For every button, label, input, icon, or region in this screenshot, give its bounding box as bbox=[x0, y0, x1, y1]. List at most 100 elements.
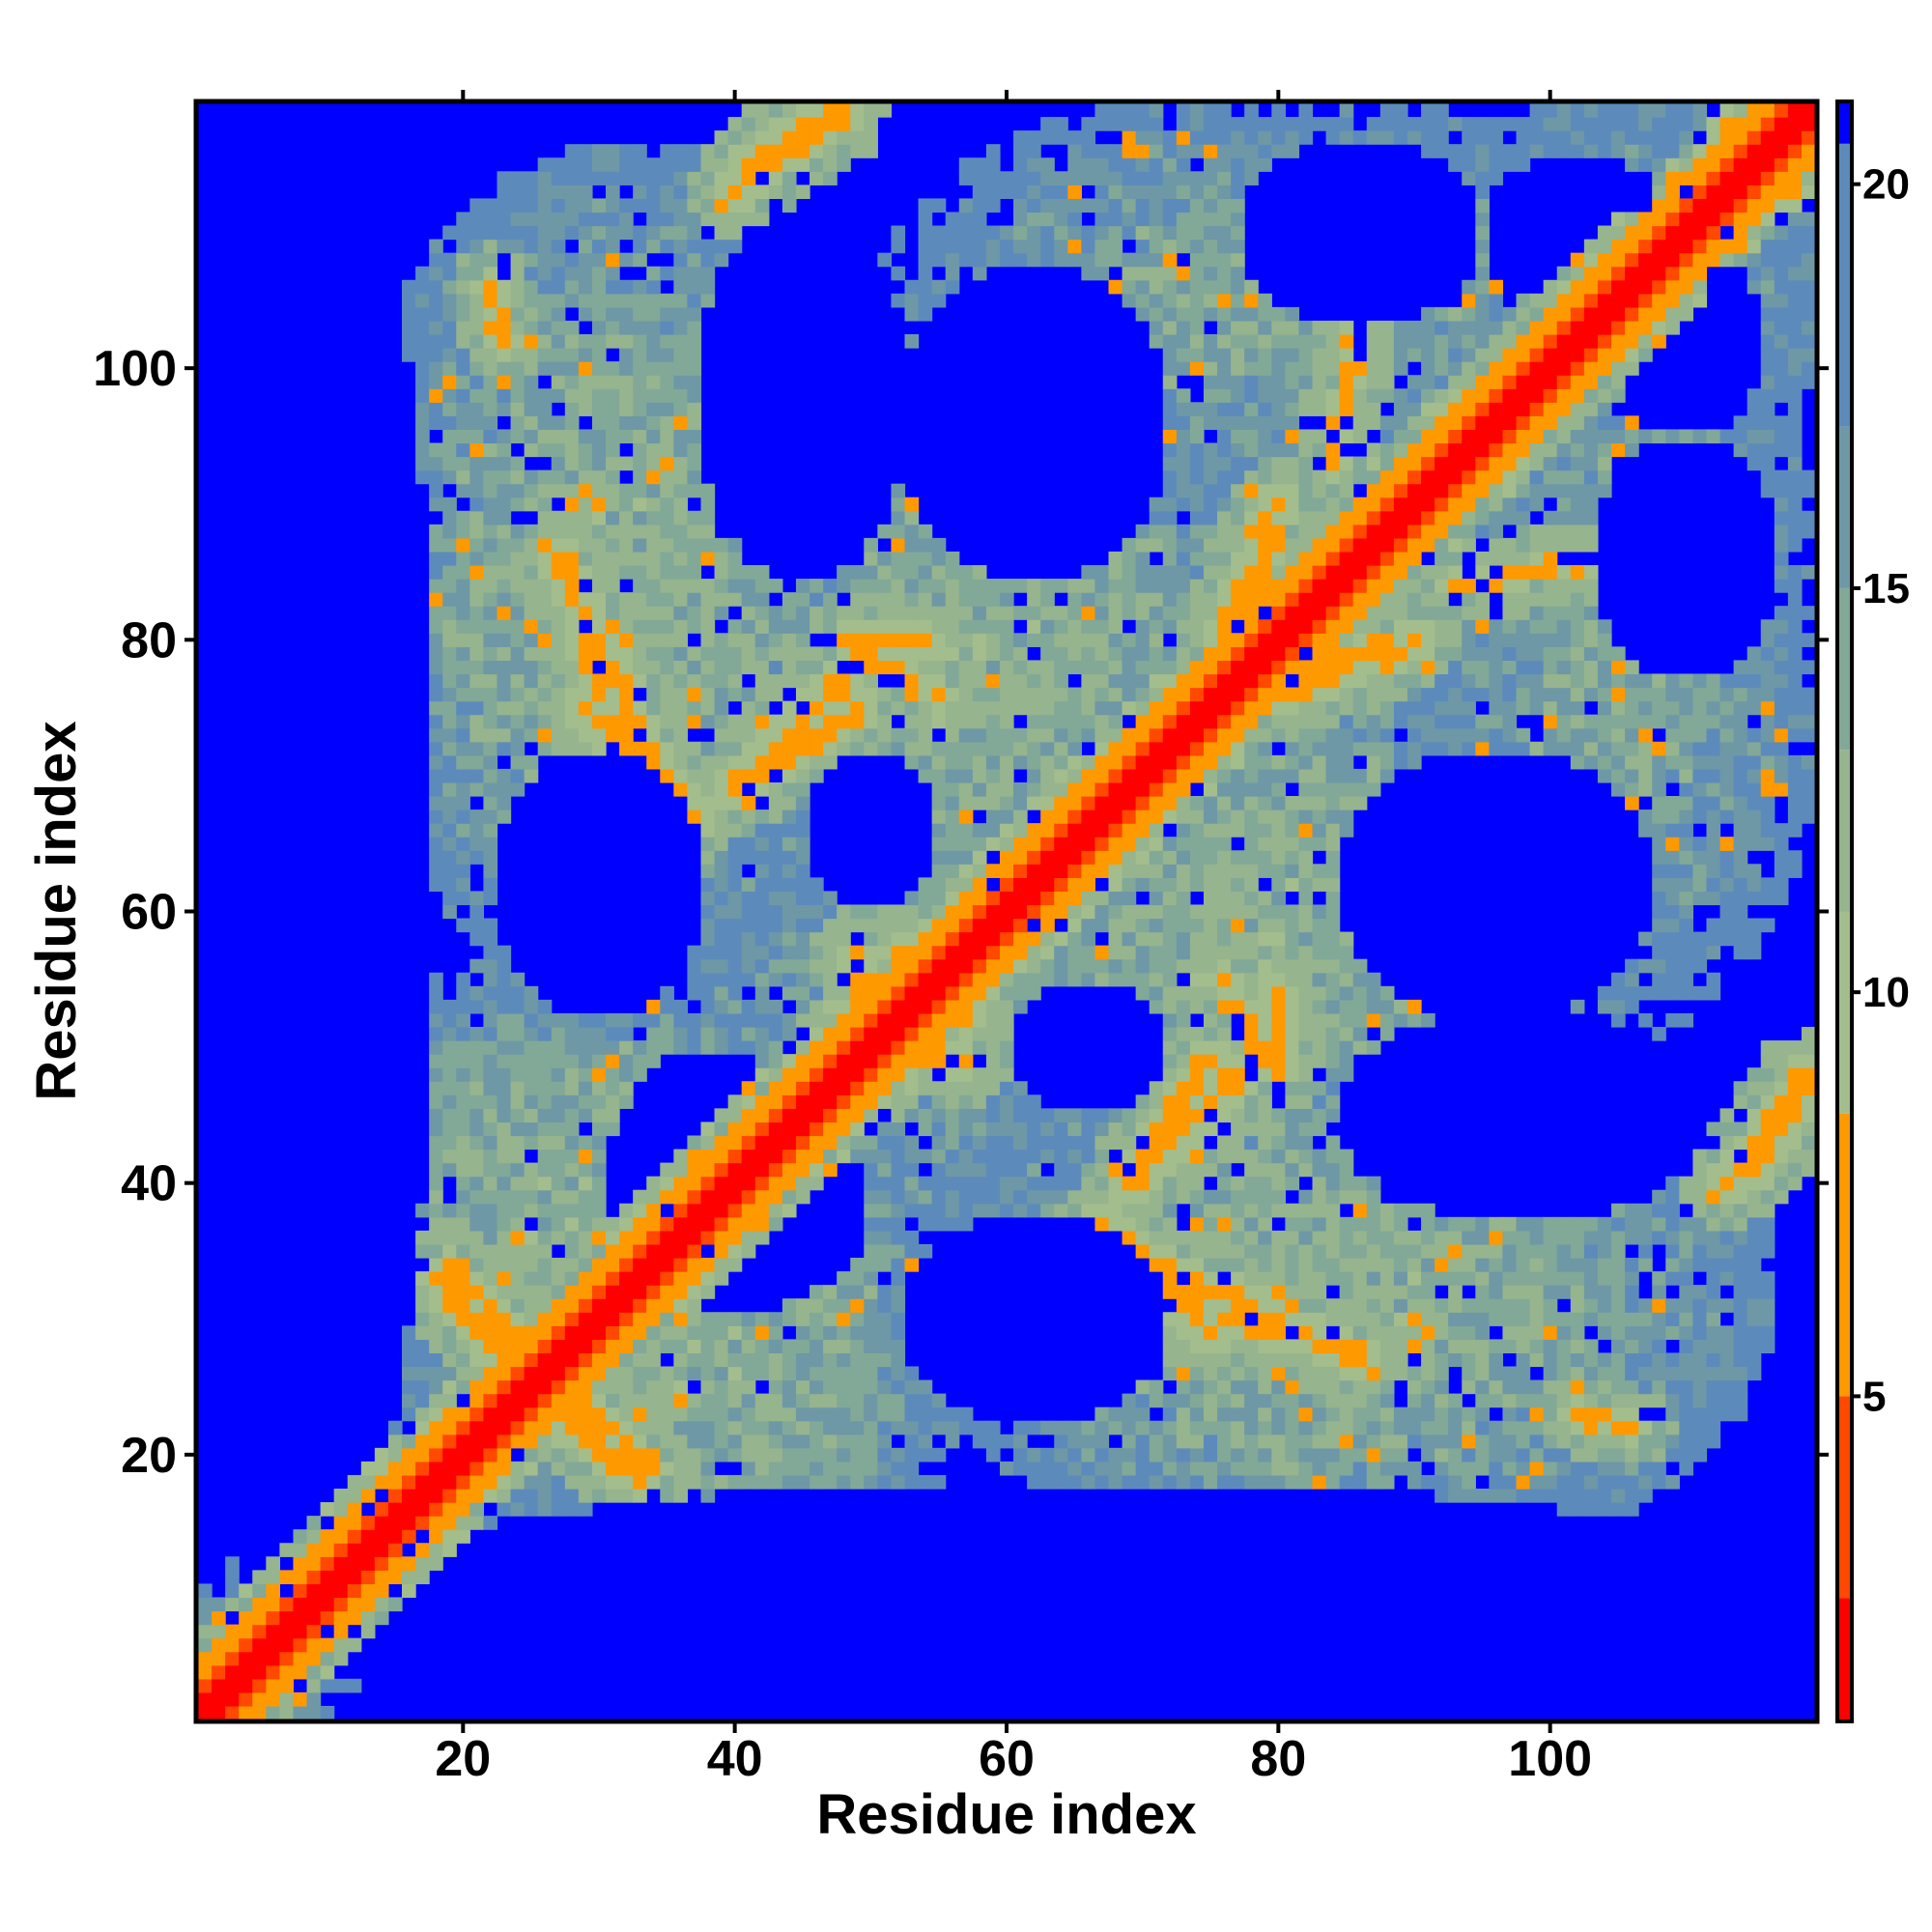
heatmap-cell bbox=[768, 904, 783, 920]
heatmap-cell bbox=[1081, 796, 1096, 810]
heatmap-cell bbox=[918, 904, 933, 920]
heatmap-cell bbox=[768, 1216, 783, 1232]
heatmap-cell bbox=[891, 483, 906, 498]
heatmap-cell bbox=[1067, 891, 1082, 906]
heatmap-cell bbox=[619, 1230, 634, 1245]
heatmap-cell bbox=[537, 1135, 553, 1151]
heatmap-cell bbox=[687, 334, 702, 349]
heatmap-cell bbox=[714, 537, 729, 553]
heatmap-cell bbox=[1258, 864, 1272, 878]
heatmap-cell bbox=[985, 1135, 1001, 1151]
heatmap-cell bbox=[877, 1203, 893, 1218]
heatmap-cell bbox=[864, 1434, 878, 1449]
heatmap-cell bbox=[1203, 985, 1218, 1001]
heatmap-cell bbox=[1054, 130, 1068, 145]
heatmap-cell bbox=[931, 1393, 947, 1408]
heatmap-cell bbox=[429, 823, 443, 838]
heatmap-cell bbox=[823, 144, 838, 158]
heatmap-cell bbox=[687, 1189, 702, 1205]
heatmap-cell bbox=[700, 1027, 716, 1041]
heatmap-cell bbox=[837, 931, 851, 947]
heatmap-cell bbox=[1189, 714, 1205, 729]
heatmap-cell bbox=[1189, 103, 1205, 118]
heatmap-cell bbox=[429, 810, 443, 824]
heatmap-cell bbox=[483, 823, 498, 838]
heatmap-cell bbox=[1149, 212, 1164, 227]
heatmap-cell bbox=[904, 293, 920, 308]
heatmap-cell bbox=[524, 660, 539, 675]
heatmap-cell bbox=[1013, 904, 1028, 920]
heatmap-cell bbox=[741, 579, 756, 593]
heatmap-cell bbox=[456, 1108, 470, 1123]
heatmap-cell bbox=[700, 877, 716, 893]
heatmap-cell bbox=[564, 1285, 580, 1299]
heatmap-cell bbox=[537, 198, 553, 213]
heatmap-cell bbox=[497, 579, 512, 593]
heatmap-cell bbox=[591, 551, 607, 566]
heatmap-cell bbox=[1217, 293, 1232, 308]
heatmap-cell bbox=[904, 918, 920, 933]
heatmap-cell bbox=[891, 1285, 906, 1299]
heatmap-cell bbox=[252, 1624, 267, 1639]
heatmap-cell bbox=[958, 565, 974, 580]
heatmap-cell bbox=[1149, 918, 1164, 933]
heatmap-cell bbox=[1067, 877, 1082, 893]
heatmap-cell bbox=[754, 1366, 770, 1381]
heatmap-cell bbox=[333, 1502, 349, 1517]
heatmap-cell bbox=[958, 1149, 974, 1164]
heatmap-cell bbox=[1285, 1298, 1300, 1313]
heatmap-cell bbox=[700, 497, 716, 512]
heatmap-cell bbox=[1122, 727, 1137, 743]
heatmap-cell bbox=[1027, 754, 1041, 770]
heatmap-cell bbox=[537, 714, 553, 729]
heatmap-cell bbox=[1217, 1230, 1232, 1245]
heatmap-cell bbox=[985, 1203, 1001, 1218]
heatmap-cell bbox=[1258, 510, 1272, 526]
heatmap-cell bbox=[1325, 1434, 1341, 1449]
heatmap-cell bbox=[1244, 700, 1259, 716]
heatmap-cell bbox=[714, 768, 729, 783]
heatmap-cell bbox=[850, 1379, 865, 1395]
heatmap-cell bbox=[1013, 225, 1028, 241]
heatmap-cell bbox=[1122, 918, 1137, 933]
heatmap-cell bbox=[1244, 415, 1259, 431]
heatmap-cell bbox=[429, 619, 443, 634]
heatmap-cell bbox=[524, 1461, 539, 1476]
heatmap-cell bbox=[429, 1379, 443, 1395]
heatmap-cell bbox=[700, 524, 716, 539]
heatmap-cell bbox=[768, 1027, 783, 1041]
heatmap-cell bbox=[1013, 1122, 1028, 1137]
heatmap-cell bbox=[1081, 891, 1096, 906]
heatmap-cell bbox=[754, 1447, 770, 1463]
heatmap-cell bbox=[1176, 687, 1191, 702]
heatmap-cell bbox=[1231, 673, 1245, 689]
heatmap-cell bbox=[1203, 1012, 1218, 1028]
heatmap-cell bbox=[1231, 442, 1245, 458]
heatmap-cell bbox=[1040, 579, 1055, 593]
heatmap-cell bbox=[1189, 402, 1205, 416]
heatmap-cell bbox=[1040, 130, 1055, 145]
heatmap-cell bbox=[347, 1556, 362, 1571]
heatmap-cell bbox=[727, 741, 743, 756]
heatmap-cell bbox=[415, 1393, 430, 1408]
heatmap-cell bbox=[564, 1298, 580, 1313]
heatmap-cell bbox=[469, 1516, 485, 1530]
heatmap-cell bbox=[795, 1339, 810, 1354]
heatmap-cell bbox=[1176, 1122, 1191, 1137]
heatmap-cell bbox=[564, 727, 580, 743]
heatmap-cell bbox=[727, 1149, 743, 1164]
heatmap-cell bbox=[1176, 1366, 1191, 1381]
heatmap-cell bbox=[1149, 157, 1164, 172]
heatmap-cell bbox=[578, 1434, 593, 1449]
heatmap-cell bbox=[727, 1312, 743, 1326]
heatmap-cell bbox=[1271, 1366, 1286, 1381]
heatmap-cell bbox=[891, 1027, 906, 1041]
heatmap-cell bbox=[510, 348, 526, 362]
heatmap-cell bbox=[293, 1597, 308, 1612]
heatmap-cell bbox=[823, 171, 838, 185]
heatmap-cell bbox=[687, 225, 702, 241]
heatmap-cell bbox=[918, 1189, 933, 1205]
heatmap-cell bbox=[1189, 619, 1205, 634]
heatmap-cell bbox=[551, 592, 566, 607]
heatmap-cell bbox=[1094, 1447, 1110, 1463]
